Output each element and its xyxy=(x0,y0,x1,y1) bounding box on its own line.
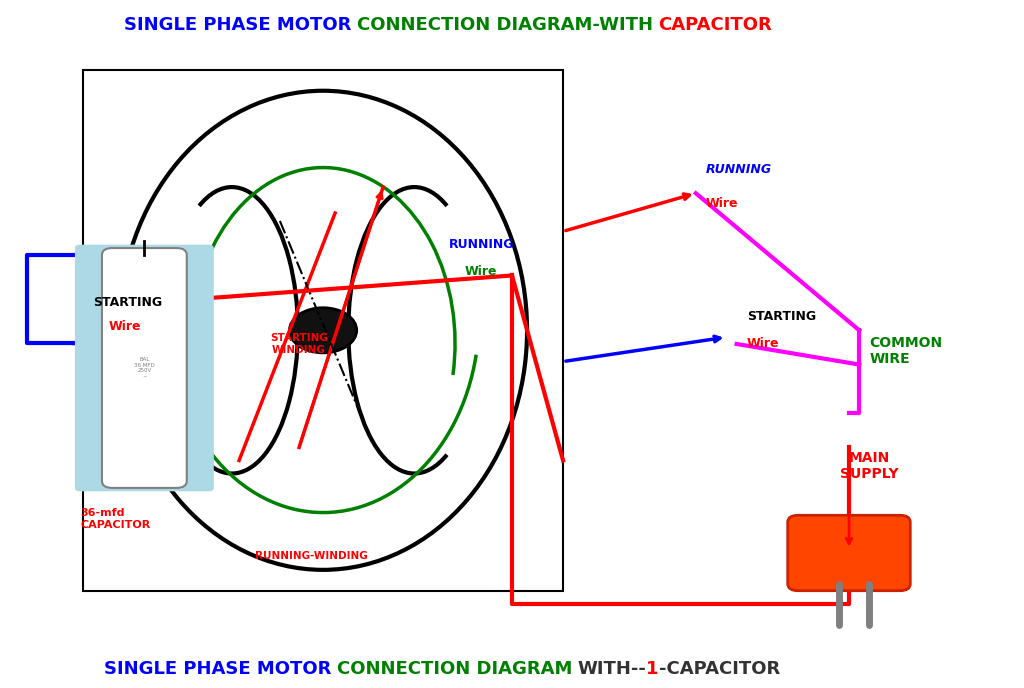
Text: BAL
36 MFD
250V
~: BAL 36 MFD 250V ~ xyxy=(134,357,155,379)
Text: Wire: Wire xyxy=(465,266,498,279)
Text: CONNECTION DIAGRAM: CONNECTION DIAGRAM xyxy=(337,660,579,678)
Text: SINGLE PHASE MOTOR: SINGLE PHASE MOTOR xyxy=(124,17,357,34)
FancyBboxPatch shape xyxy=(75,245,214,491)
Text: CAPACITOR: CAPACITOR xyxy=(658,17,772,34)
Text: STARTING
WINDING: STARTING WINDING xyxy=(270,333,328,355)
Text: RUNNING-WINDING: RUNNING-WINDING xyxy=(255,551,368,561)
Text: COMMON
WIRE: COMMON WIRE xyxy=(869,336,942,366)
Bar xyxy=(83,70,563,591)
Text: Wire: Wire xyxy=(109,320,141,332)
Text: Wire: Wire xyxy=(706,197,738,210)
Text: Wire: Wire xyxy=(746,337,779,350)
Text: CONNECTION DIAGRAM-WITH: CONNECTION DIAGRAM-WITH xyxy=(357,17,659,34)
Text: STARTING: STARTING xyxy=(746,310,816,323)
FancyBboxPatch shape xyxy=(787,515,910,591)
Text: 1: 1 xyxy=(646,660,658,678)
Text: STARTING: STARTING xyxy=(93,296,163,309)
Text: WITH--: WITH-- xyxy=(578,660,646,678)
Ellipse shape xyxy=(290,308,356,353)
Text: SINGLE PHASE MOTOR: SINGLE PHASE MOTOR xyxy=(103,660,337,678)
FancyBboxPatch shape xyxy=(102,248,186,488)
Text: MAIN
SUPPLY: MAIN SUPPLY xyxy=(840,451,899,481)
Text: 36-mfd
CAPACITOR: 36-mfd CAPACITOR xyxy=(80,508,151,530)
Text: -CAPACITOR: -CAPACITOR xyxy=(658,660,780,678)
Text: RUNNING: RUNNING xyxy=(706,162,772,175)
Text: RUNNING: RUNNING xyxy=(449,238,514,251)
